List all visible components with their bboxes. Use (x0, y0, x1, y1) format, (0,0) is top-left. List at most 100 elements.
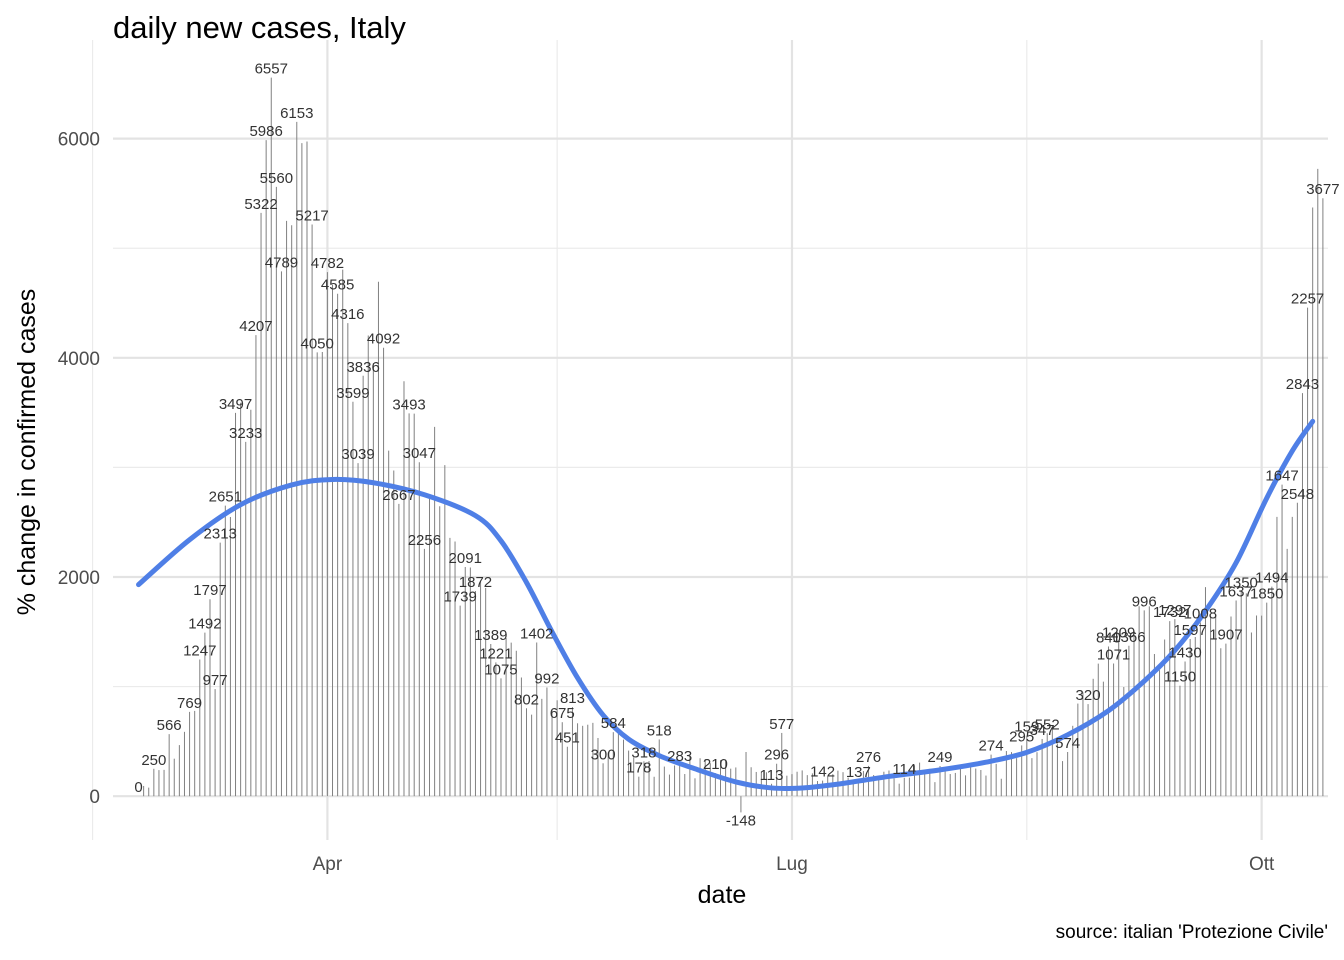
data-label: 1247 (183, 643, 216, 660)
data-label: 1350 (1225, 574, 1258, 591)
data-label: 274 (979, 738, 1004, 755)
data-label: 584 (601, 715, 626, 732)
axis-labels: 0 2000 4000 6000 Apr Lug Ott (58, 130, 1275, 875)
data-label: 2651 (209, 489, 242, 506)
x-tick-label: Apr (313, 854, 343, 875)
y-tick-label: 2000 (58, 568, 100, 589)
data-label: 2091 (449, 550, 482, 567)
data-label: 451 (555, 730, 580, 747)
data-label: 283 (667, 748, 692, 765)
data-label: 4207 (239, 318, 272, 335)
data-label: 114 (892, 761, 916, 778)
data-label: 1739 (443, 589, 476, 606)
smooth-curve (136, 418, 1316, 792)
data-label: 574 (1055, 735, 1080, 752)
x-tick-label: Lug (776, 854, 808, 875)
data-label: 3039 (341, 446, 374, 463)
data-label: 1797 (193, 582, 226, 599)
data-label: 295 (1009, 728, 1034, 745)
data-label: 5724 (1322, 0, 1344, 4)
data-label: 996 (1132, 593, 1157, 610)
x-axis-title: date (698, 881, 747, 909)
data-label: 5372 (1316, 0, 1344, 4)
data-label: 840 (1096, 629, 1121, 646)
data-label: 1071 (1097, 647, 1130, 664)
data-label: 3233 (229, 425, 262, 442)
data-label: 1075 (484, 661, 517, 678)
data-label: 4316 (331, 306, 364, 323)
data-label: 3497 (219, 396, 252, 413)
data-label: 5986 (249, 123, 282, 140)
data-label: 2313 (204, 526, 237, 543)
data-label: 5560 (260, 170, 293, 187)
data-label: 249 (928, 749, 953, 766)
data-label: 518 (647, 722, 672, 739)
data-label: 1430 (1168, 644, 1201, 661)
y-tick-label: 4000 (58, 349, 100, 370)
data-label: 4458 (1311, 0, 1344, 4)
data-label: 813 (560, 690, 585, 707)
data-label: 3836 (346, 359, 379, 376)
data-label: 1297 (1158, 602, 1191, 619)
data-label: 1389 (474, 627, 507, 644)
data-label: 1732 (1153, 604, 1186, 621)
data-label: 4092 (367, 331, 400, 348)
data-label: 2667 (382, 487, 415, 504)
data-label: 1494 (1255, 570, 1288, 587)
data-label: 300 (591, 746, 616, 763)
data-label: 1221 (479, 645, 512, 662)
data-label: -148 (726, 812, 756, 829)
grid-lines (91, 40, 1328, 840)
data-label: 1647 (1265, 468, 1298, 485)
bars (143, 77, 1324, 813)
data-label: 1872 (459, 574, 492, 591)
data-label: 5322 (244, 196, 277, 213)
data-label: 1850 (1250, 586, 1283, 603)
data-label: 577 (769, 716, 794, 733)
y-tick-label: 0 (89, 787, 100, 808)
data-label: 802 (514, 691, 539, 708)
data-label: 3599 (336, 385, 369, 402)
data-label: 1150 (1164, 669, 1196, 686)
data-label: 4789 (265, 254, 298, 271)
data-label: 296 (764, 747, 789, 764)
source-caption: source: italian 'Protezione Civile' (1055, 922, 1328, 943)
data-labels: 0 250 566 769 1247 1492 1797 977 2313 2651 3497 323… (134, 0, 1344, 829)
data-label: 1492 (188, 616, 221, 633)
smooth-line (136, 418, 1316, 792)
data-label: 5217 (295, 207, 328, 224)
data-label: 2257 (1291, 291, 1324, 308)
data-label: 675 (550, 705, 575, 722)
data-label: 178 (626, 760, 651, 777)
data-label: 769 (177, 695, 202, 712)
data-label: 0 (134, 779, 142, 796)
data-label: 2843 (1286, 376, 1319, 393)
data-label: 276 (856, 749, 881, 766)
data-label: 1366 (1112, 629, 1145, 646)
x-tick-label: Ott (1249, 854, 1275, 875)
data-label: 1907 (1209, 627, 1242, 644)
data-label: 4585 (321, 277, 354, 294)
data-label: 1597 (1173, 622, 1206, 639)
data-label: 1402 (520, 626, 553, 643)
data-label: 992 (534, 670, 559, 687)
data-label: 552 (1035, 716, 1060, 733)
data-label: 977 (203, 672, 228, 689)
data-label: 2548 (1281, 486, 1314, 503)
y-tick-label: 6000 (58, 130, 100, 151)
data-label: 1209 (1102, 625, 1135, 642)
data-label: 6557 (255, 61, 288, 78)
data-label: 137 (846, 764, 871, 781)
y-axis-title: % change in confirmed cases (13, 289, 41, 616)
data-label: 3047 (403, 445, 436, 462)
data-label: 159 (1014, 719, 1039, 736)
data-label: 4782 (311, 255, 344, 272)
data-label: 4050 (301, 335, 334, 352)
data-label: 6153 (280, 105, 313, 122)
data-label: 566 (157, 717, 182, 734)
data-label: 250 (141, 752, 166, 769)
chart-title: daily new cases, Italy (113, 10, 406, 45)
data-label: 3677 (1306, 181, 1339, 198)
data-label: 320 (1076, 687, 1101, 704)
